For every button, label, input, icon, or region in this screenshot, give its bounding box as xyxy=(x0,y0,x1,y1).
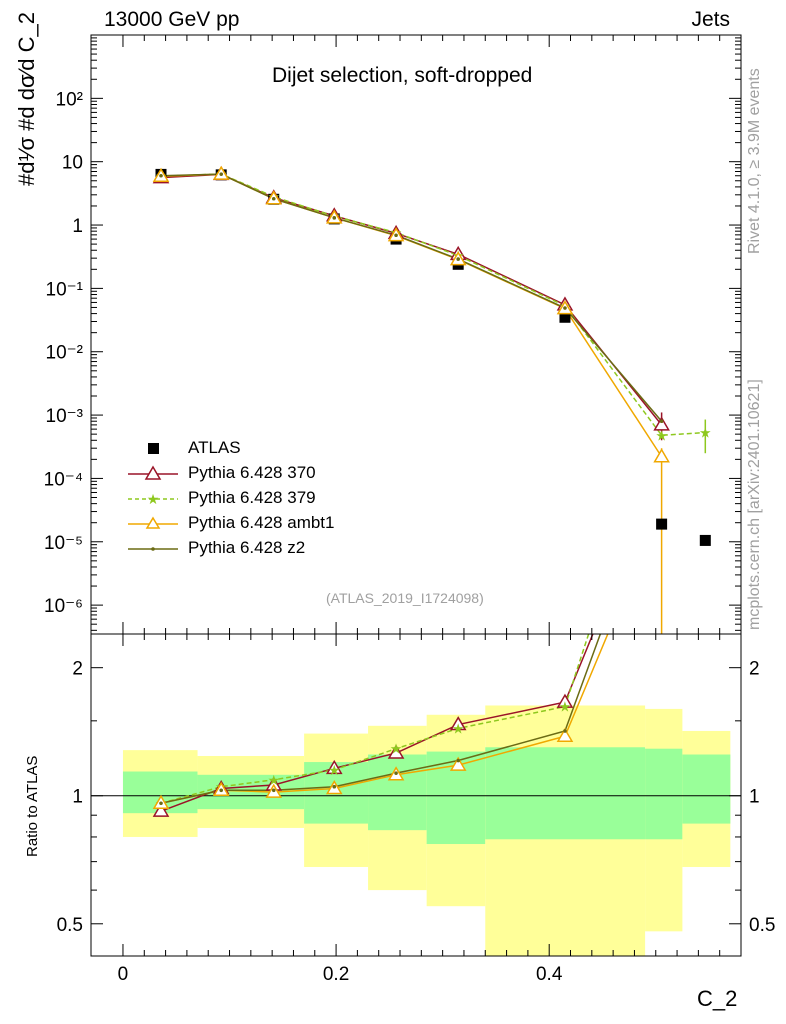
ratio-point-z2 xyxy=(219,788,224,793)
ratio-point-z2 xyxy=(456,758,460,763)
ratio-y-tick-label-right: 1 xyxy=(749,787,760,808)
main-point-p379: ★ xyxy=(699,426,712,442)
legend-marker-ambt1 xyxy=(128,516,178,529)
ratio-point-p370 xyxy=(387,744,405,759)
legend-label-atlas: ATLAS xyxy=(188,438,241,457)
analysis-id: (ATLAS_2019_I1724098) xyxy=(326,590,484,606)
ratio-line-p379 xyxy=(160,633,590,805)
main-point-z2 xyxy=(456,257,460,261)
legend-item-atlas: ATLAS xyxy=(128,436,428,461)
ratio-y-tick-label: 2 xyxy=(72,659,83,680)
main-line-ambt1 xyxy=(160,173,663,458)
legend-marker-z2 xyxy=(128,547,178,551)
legend-item-p370: Pythia 6.428 370 xyxy=(128,461,428,486)
legend-item-p379: ★ Pythia 6.428 379 xyxy=(128,486,428,511)
main-y-tick-label: 10⁻² xyxy=(46,343,84,364)
legend-item-z2: Pythia 6.428 z2 xyxy=(128,536,428,561)
mcplots-credit-label: mcplots.cern.ch [arXiv:2401.10621] xyxy=(746,379,763,630)
main-line-z2 xyxy=(160,173,663,422)
main-y-tick-label: 10⁻⁶ xyxy=(44,596,83,617)
x-tick-label: 0.4 xyxy=(536,964,563,985)
main-y-tick-label: 10⁻⁵ xyxy=(44,533,83,554)
x-tick-label: 0 xyxy=(118,964,129,985)
ratio-point-p370 xyxy=(152,802,170,817)
ratio-band-inner xyxy=(682,754,731,824)
ratio-point-p370 xyxy=(449,716,467,731)
svg-text:★: ★ xyxy=(147,492,160,508)
main-point-z2 xyxy=(159,173,163,178)
main-point-atlas xyxy=(559,311,571,323)
main-point-z2 xyxy=(219,172,224,176)
legend: ATLAS Pythia 6.428 370 ★ Pythia 6.428 37… xyxy=(128,436,428,561)
main-point-z2 xyxy=(271,196,276,201)
ratio-point-z2 xyxy=(332,784,337,789)
ratio-frame xyxy=(90,633,742,957)
main-point-atlas xyxy=(699,534,711,546)
legend-item-ambt1: Pythia 6.428 ambt1 xyxy=(128,511,428,536)
main-point-z2 xyxy=(659,419,664,424)
legend-marker-p379: ★ xyxy=(128,492,178,508)
legend-marker-atlas xyxy=(148,443,159,454)
ratio-point-z2 xyxy=(159,801,163,806)
ratio-y-axis-label: Ratio to ATLAS xyxy=(24,755,41,857)
x-axis-label: C_2 xyxy=(697,986,738,1011)
plot-subtitle: Dijet selection, soft-dropped xyxy=(272,64,533,87)
legend-label-p370: Pythia 6.428 370 xyxy=(188,463,316,482)
ratio-point-p379: ★ xyxy=(328,763,341,779)
ratio-line-z2 xyxy=(160,633,602,805)
ratio-point-p379: ★ xyxy=(267,773,280,789)
main-y-tick-label: 1 xyxy=(72,216,83,237)
ratio-point-p370 xyxy=(556,693,574,708)
y-axis-label: #d¹⁄σ #d dσ⁄d C_2 xyxy=(14,12,39,186)
ratio-point-p379: ★ xyxy=(559,700,572,716)
legend-label-p379: Pythia 6.428 379 xyxy=(188,488,316,507)
main-y-tick-label: 10⁻⁴ xyxy=(44,469,83,490)
main-point-z2 xyxy=(332,216,337,220)
ratio-point-p370 xyxy=(325,759,343,775)
main-y-tick-label: 10² xyxy=(56,89,83,110)
ratio-y-tick-label: 0.5 xyxy=(57,915,83,936)
ratio-band-inner xyxy=(368,754,427,831)
main-line-p379 xyxy=(160,173,706,437)
ratio-band-inner xyxy=(485,747,646,840)
ratio-y-tick-label: 1 xyxy=(72,787,83,808)
energy-label: 13000 GeV pp xyxy=(104,8,240,31)
ratio-point-ambt1 xyxy=(556,727,574,742)
ratio-line-p370 xyxy=(160,633,594,812)
ratio-y-tick-label-right: 2 xyxy=(749,659,760,680)
main-y-tick-label: 10⁻¹ xyxy=(46,279,84,300)
legend-label-z2: Pythia 6.428 z2 xyxy=(188,538,306,557)
ratio-y-tick-label-right: 0.5 xyxy=(749,915,775,936)
main-point-p379: ★ xyxy=(655,428,668,444)
legend-label-ambt1: Pythia 6.428 ambt1 xyxy=(188,513,335,532)
main-point-ambt1 xyxy=(653,448,670,463)
process-label: Jets xyxy=(691,8,730,31)
ratio-point-z2 xyxy=(563,729,567,733)
ratio-point-z2 xyxy=(271,788,276,793)
legend-marker-p370 xyxy=(128,465,178,480)
main-y-tick-label: 10 xyxy=(62,153,83,174)
main-point-z2 xyxy=(394,233,398,238)
ratio-point-p379: ★ xyxy=(390,742,403,758)
main-point-atlas xyxy=(656,518,668,530)
ratio-point-ambt1 xyxy=(449,756,467,771)
rivet-version-label: Rivet 4.1.0, ≥ 3.9M events xyxy=(746,68,763,254)
ratio-point-z2 xyxy=(394,771,398,775)
main-line-p370 xyxy=(160,173,663,426)
ratio-band-inner xyxy=(645,748,683,840)
main-point-p370 xyxy=(653,416,670,431)
main-point-z2 xyxy=(563,306,567,310)
main-y-tick-label: 10⁻³ xyxy=(46,406,84,427)
ratio-point-p379: ★ xyxy=(452,721,465,737)
x-tick-label: 0.2 xyxy=(323,964,349,985)
